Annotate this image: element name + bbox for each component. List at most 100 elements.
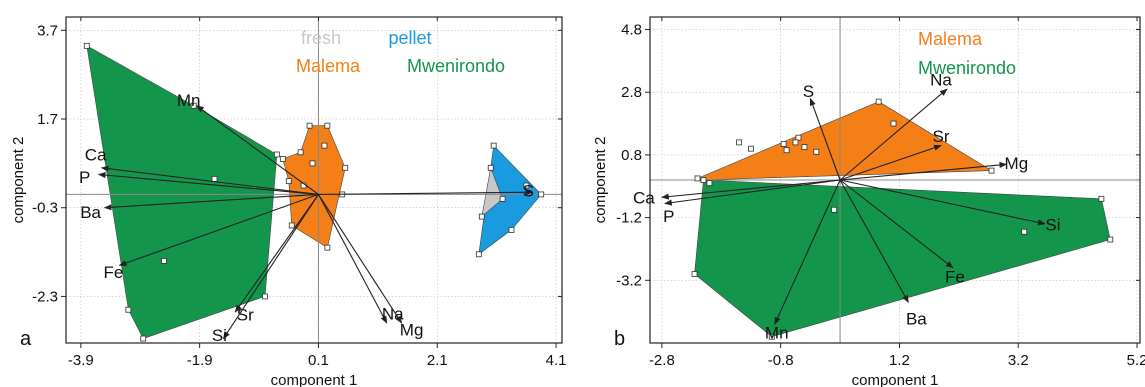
- vector-label-fe: Fe: [945, 267, 965, 286]
- vector-label-na: Na: [930, 71, 952, 90]
- y-tick-label: 0.8: [621, 147, 642, 164]
- data-point: [988, 167, 995, 174]
- plot-frame: [649, 16, 1141, 344]
- hull-mwenirondo: [86, 45, 278, 339]
- data-point: [490, 142, 497, 149]
- vector-arrow-ca: [661, 179, 841, 200]
- y-tick-label: -1.2: [616, 210, 642, 227]
- vector-label-fe: Fe: [104, 263, 124, 282]
- data-point: [831, 206, 838, 213]
- vector-label-sr: Sr: [237, 305, 254, 324]
- data-point: [324, 122, 331, 129]
- x-tick-label: 3.2: [1008, 352, 1029, 369]
- vector-arrow-si: [839, 179, 1046, 226]
- data-point: [321, 142, 328, 149]
- data-point: [342, 164, 349, 171]
- data-point: [508, 226, 515, 233]
- data-point: [813, 148, 820, 155]
- y-axis-label: component 2: [10, 137, 27, 224]
- vector-label-ba: Ba: [906, 310, 927, 329]
- data-point: [324, 244, 331, 251]
- vector-arrow-mn: [774, 179, 841, 325]
- data-point: [875, 98, 882, 105]
- data-point: [795, 134, 802, 141]
- data-point: [736, 139, 742, 146]
- data-point: [694, 175, 701, 182]
- data-point: [279, 156, 286, 162]
- legend-item-malema: Malema: [918, 29, 983, 49]
- data-point: [523, 182, 530, 189]
- data-point: [273, 151, 280, 158]
- vector-arrow-fe: [118, 193, 319, 266]
- legend-item-mwenirondo: Mwenirondo: [407, 56, 505, 76]
- vector-label-si: Si: [212, 326, 227, 345]
- vector-label-mn: Mn: [765, 324, 789, 343]
- data-point: [890, 120, 897, 127]
- vector-label-ca: Ca: [85, 145, 107, 164]
- x-axis-label: component 1: [852, 372, 939, 387]
- data-point: [487, 164, 494, 171]
- data-point: [691, 271, 698, 277]
- vector-arrow-fe: [839, 179, 954, 269]
- vector-arrow-sr: [234, 194, 319, 313]
- data-point: [262, 293, 268, 300]
- vector-label-p: P: [663, 207, 674, 226]
- x-tick-label: 2.1: [427, 352, 448, 369]
- data-point: [140, 335, 147, 342]
- vector-label-ca: Ca: [633, 189, 655, 208]
- vector-arrow-si: [222, 194, 319, 340]
- legend-item-mwenirondo: Mwenirondo: [918, 58, 1016, 78]
- vector-arrow-ba: [839, 179, 909, 303]
- data-point: [792, 139, 799, 146]
- vector-label-s: S: [523, 182, 534, 201]
- y-axis-label: component 2: [592, 137, 609, 224]
- y-tick-label: 1.7: [37, 111, 58, 128]
- vector-label-p: P: [79, 168, 90, 187]
- y-tick-label: 3.7: [37, 22, 58, 39]
- data-point: [475, 251, 482, 258]
- data-point: [700, 177, 707, 183]
- data-point: [538, 191, 545, 198]
- y-tick-label: -0.3: [32, 200, 58, 217]
- vector-arrow-na: [839, 88, 948, 181]
- vector-label-si: Si: [1045, 215, 1060, 234]
- x-tick-label: 4.1: [546, 352, 567, 369]
- vector-label-mn: Mn: [177, 91, 201, 110]
- x-tick-label: -2.8: [649, 352, 675, 369]
- data-point: [288, 222, 295, 229]
- vector-arrow-s: [809, 97, 841, 181]
- vector-label-s: S: [803, 82, 814, 101]
- vector-label-sr: Sr: [933, 127, 950, 146]
- vector-arrow-p: [664, 179, 841, 206]
- data-point: [1107, 236, 1114, 243]
- vector-arrow-s: [318, 189, 534, 196]
- x-tick-label: -0.8: [768, 352, 794, 369]
- hull-mwenirondo: [694, 179, 1111, 338]
- plot-frame: [65, 16, 563, 344]
- legend-item-pellet: pellet: [388, 28, 431, 48]
- x-tick-label: -1.9: [187, 352, 213, 369]
- y-tick-label: 2.8: [621, 84, 642, 101]
- data-point: [125, 306, 132, 313]
- data-point: [285, 178, 292, 185]
- data-point: [309, 160, 316, 167]
- y-tick-label: 4.8: [621, 22, 642, 39]
- data-point: [499, 195, 506, 202]
- data-point: [748, 145, 754, 152]
- data-point: [780, 141, 787, 147]
- vector-arrow-p: [97, 172, 319, 195]
- panel-label: b: [614, 328, 625, 350]
- vector-arrow-ba: [103, 193, 319, 211]
- data-point: [706, 180, 713, 187]
- vector-label-ba: Ba: [80, 203, 101, 222]
- data-point: [161, 258, 167, 264]
- hull-malema: [282, 125, 346, 249]
- y-tick-label: -2.3: [32, 288, 58, 305]
- x-tick-label: 1.2: [889, 352, 910, 369]
- y-tick-label: -3.2: [616, 272, 642, 289]
- data-point: [83, 42, 90, 49]
- vector-arrow-na: [317, 194, 388, 324]
- vector-arrow-mn: [196, 105, 319, 195]
- data-point: [768, 333, 775, 340]
